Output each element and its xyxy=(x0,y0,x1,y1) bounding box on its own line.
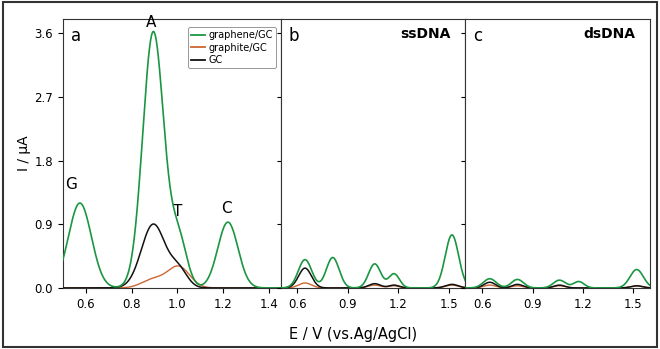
Text: E / V (vs.Ag/AgCl): E / V (vs.Ag/AgCl) xyxy=(289,327,417,342)
Text: dsDNA: dsDNA xyxy=(583,27,636,41)
Text: ssDNA: ssDNA xyxy=(400,27,451,41)
Text: c: c xyxy=(473,27,482,45)
Text: C: C xyxy=(222,201,232,216)
Text: a: a xyxy=(71,27,82,45)
Text: G: G xyxy=(65,177,77,192)
Y-axis label: I / μA: I / μA xyxy=(17,136,32,171)
Legend: graphene/GC, graphite/GC, GC: graphene/GC, graphite/GC, GC xyxy=(188,27,276,68)
Text: b: b xyxy=(288,27,298,45)
Text: T: T xyxy=(173,204,182,219)
Text: A: A xyxy=(146,15,156,30)
